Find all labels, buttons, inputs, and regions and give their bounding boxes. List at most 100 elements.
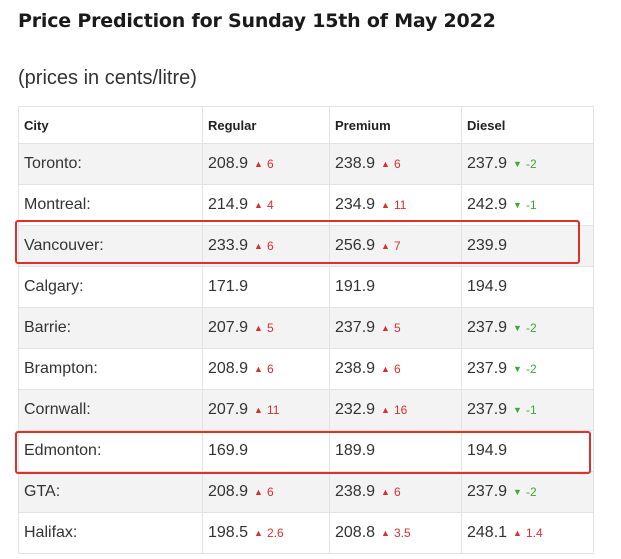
premium-price-cell: 191.9 (329, 266, 462, 308)
regular-price-value: 208.9 (208, 155, 249, 172)
price-change: ▼ -2 (513, 485, 537, 499)
diesel-price-cell: 239.9 (461, 225, 594, 267)
price-change-value: -1 (525, 403, 537, 417)
triangle-up-icon: ▲ (381, 405, 390, 415)
premium-price-value: 238.9 (335, 483, 376, 500)
price-change-value: 11 (266, 403, 280, 417)
price-table-body: Toronto: 208.9 ▲ 6 238.9 ▲ 6 237.9 ▼ -2 Montreal: 2… (18, 143, 594, 554)
regular-price-cell: 169.9 (202, 430, 330, 472)
price-change: ▼ -2 (513, 157, 537, 171)
price-change-value: -2 (525, 157, 537, 171)
price-change: ▲ 4 (254, 198, 274, 212)
triangle-up-icon: ▲ (381, 364, 390, 374)
triangle-up-icon: ▲ (254, 364, 263, 374)
premium-price-cell: 238.9 ▲ 6 (329, 143, 462, 185)
price-change-value: 6 (266, 239, 274, 253)
column-header-regular: Regular (202, 106, 330, 144)
price-change-value: 6 (266, 362, 274, 376)
triangle-up-icon: ▲ (513, 528, 522, 538)
price-change-value: 6 (393, 362, 401, 376)
triangle-up-icon: ▲ (254, 405, 263, 415)
premium-price-value: 189.9 (335, 442, 376, 459)
price-change-value: -2 (525, 362, 537, 376)
city-cell: Barrie: (18, 307, 203, 349)
diesel-price-value: 248.1 (467, 524, 508, 541)
premium-price-value: 237.9 (335, 319, 376, 336)
column-header-city: City (18, 106, 203, 144)
premium-price-value: 208.8 (335, 524, 376, 541)
column-header-diesel: Diesel (461, 106, 594, 144)
price-change: ▲ 16 (381, 403, 407, 417)
price-change: ▼ -2 (513, 321, 537, 335)
triangle-up-icon: ▲ (254, 487, 263, 497)
price-change-value: 6 (393, 157, 401, 171)
regular-price-cell: 208.9 ▲ 6 (202, 143, 330, 185)
triangle-up-icon: ▲ (381, 528, 390, 538)
diesel-price-cell: 248.1 ▲ 1.4 (461, 512, 594, 554)
price-change-value: -2 (525, 485, 537, 499)
premium-price-value: 256.9 (335, 237, 376, 254)
regular-price-cell: 208.9 ▲ 6 (202, 471, 330, 513)
price-change: ▲ 11 (381, 198, 406, 212)
triangle-up-icon: ▲ (254, 323, 263, 333)
premium-price-value: 232.9 (335, 401, 376, 418)
regular-price-cell: 171.9 (202, 266, 330, 308)
triangle-up-icon: ▲ (381, 323, 390, 333)
price-change: ▲ 7 (381, 239, 401, 253)
triangle-up-icon: ▲ (381, 200, 390, 210)
diesel-price-cell: 237.9 ▼ -2 (461, 348, 594, 390)
premium-price-value: 191.9 (335, 278, 376, 295)
diesel-price-value: 237.9 (467, 319, 508, 336)
price-table: City Regular Premium Diesel Toronto: 208.… (18, 106, 594, 554)
diesel-price-cell: 237.9 ▼ -2 (461, 471, 594, 513)
regular-price-cell: 207.9 ▲ 5 (202, 307, 330, 349)
price-change-value: 4 (266, 198, 274, 212)
price-change: ▲ 6 (254, 239, 274, 253)
triangle-up-icon: ▲ (254, 159, 263, 169)
price-change: ▲ 6 (381, 485, 401, 499)
city-cell: GTA: (18, 471, 203, 513)
regular-price-value: 208.9 (208, 483, 249, 500)
diesel-price-cell: 194.9 (461, 430, 594, 472)
price-change-value: 5 (266, 321, 274, 335)
diesel-price-value: 237.9 (467, 483, 508, 500)
price-change: ▲ 1.4 (513, 526, 543, 540)
regular-price-value: 233.9 (208, 237, 249, 254)
triangle-down-icon: ▼ (513, 364, 522, 374)
price-change: ▲ 6 (381, 362, 401, 376)
price-change: ▲ 3.5 (381, 526, 411, 540)
price-change-value: 3.5 (393, 526, 411, 540)
page-title: Price Prediction for Sunday 15th of May … (18, 10, 496, 32)
regular-price-value: 214.9 (208, 196, 249, 213)
regular-price-cell: 208.9 ▲ 6 (202, 348, 330, 390)
regular-price-value: 171.9 (208, 278, 249, 295)
city-cell: Halifax: (18, 512, 203, 554)
premium-price-value: 238.9 (335, 155, 376, 172)
price-change-value: 6 (266, 485, 274, 499)
diesel-price-value: 237.9 (467, 401, 508, 418)
price-change: ▲ 5 (381, 321, 401, 335)
diesel-price-value: 237.9 (467, 155, 508, 172)
premium-price-cell: 232.9 ▲ 16 (329, 389, 462, 431)
triangle-up-icon: ▲ (254, 200, 263, 210)
table-row: Toronto: 208.9 ▲ 6 238.9 ▲ 6 237.9 ▼ -2 (18, 143, 594, 185)
table-row: GTA: 208.9 ▲ 6 238.9 ▲ 6 237.9 ▼ -2 (18, 471, 594, 513)
regular-price-value: 207.9 (208, 401, 249, 418)
premium-price-cell: 208.8 ▲ 3.5 (329, 512, 462, 554)
price-change-value: 5 (393, 321, 401, 335)
triangle-down-icon: ▼ (513, 323, 522, 333)
regular-price-cell: 198.5 ▲ 2.6 (202, 512, 330, 554)
premium-price-cell: 189.9 (329, 430, 462, 472)
regular-price-value: 208.9 (208, 360, 249, 377)
table-header-row: City Regular Premium Diesel (18, 106, 594, 144)
page-subtitle: (prices in cents/litre) (18, 67, 197, 89)
column-header-premium: Premium (329, 106, 462, 144)
diesel-price-cell: 237.9 ▼ -1 (461, 389, 594, 431)
diesel-price-value: 237.9 (467, 360, 508, 377)
city-cell: Vancouver: (18, 225, 203, 267)
triangle-up-icon: ▲ (381, 159, 390, 169)
premium-price-value: 238.9 (335, 360, 376, 377)
price-change-value: 6 (266, 157, 274, 171)
regular-price-cell: 233.9 ▲ 6 (202, 225, 330, 267)
triangle-up-icon: ▲ (381, 487, 390, 497)
